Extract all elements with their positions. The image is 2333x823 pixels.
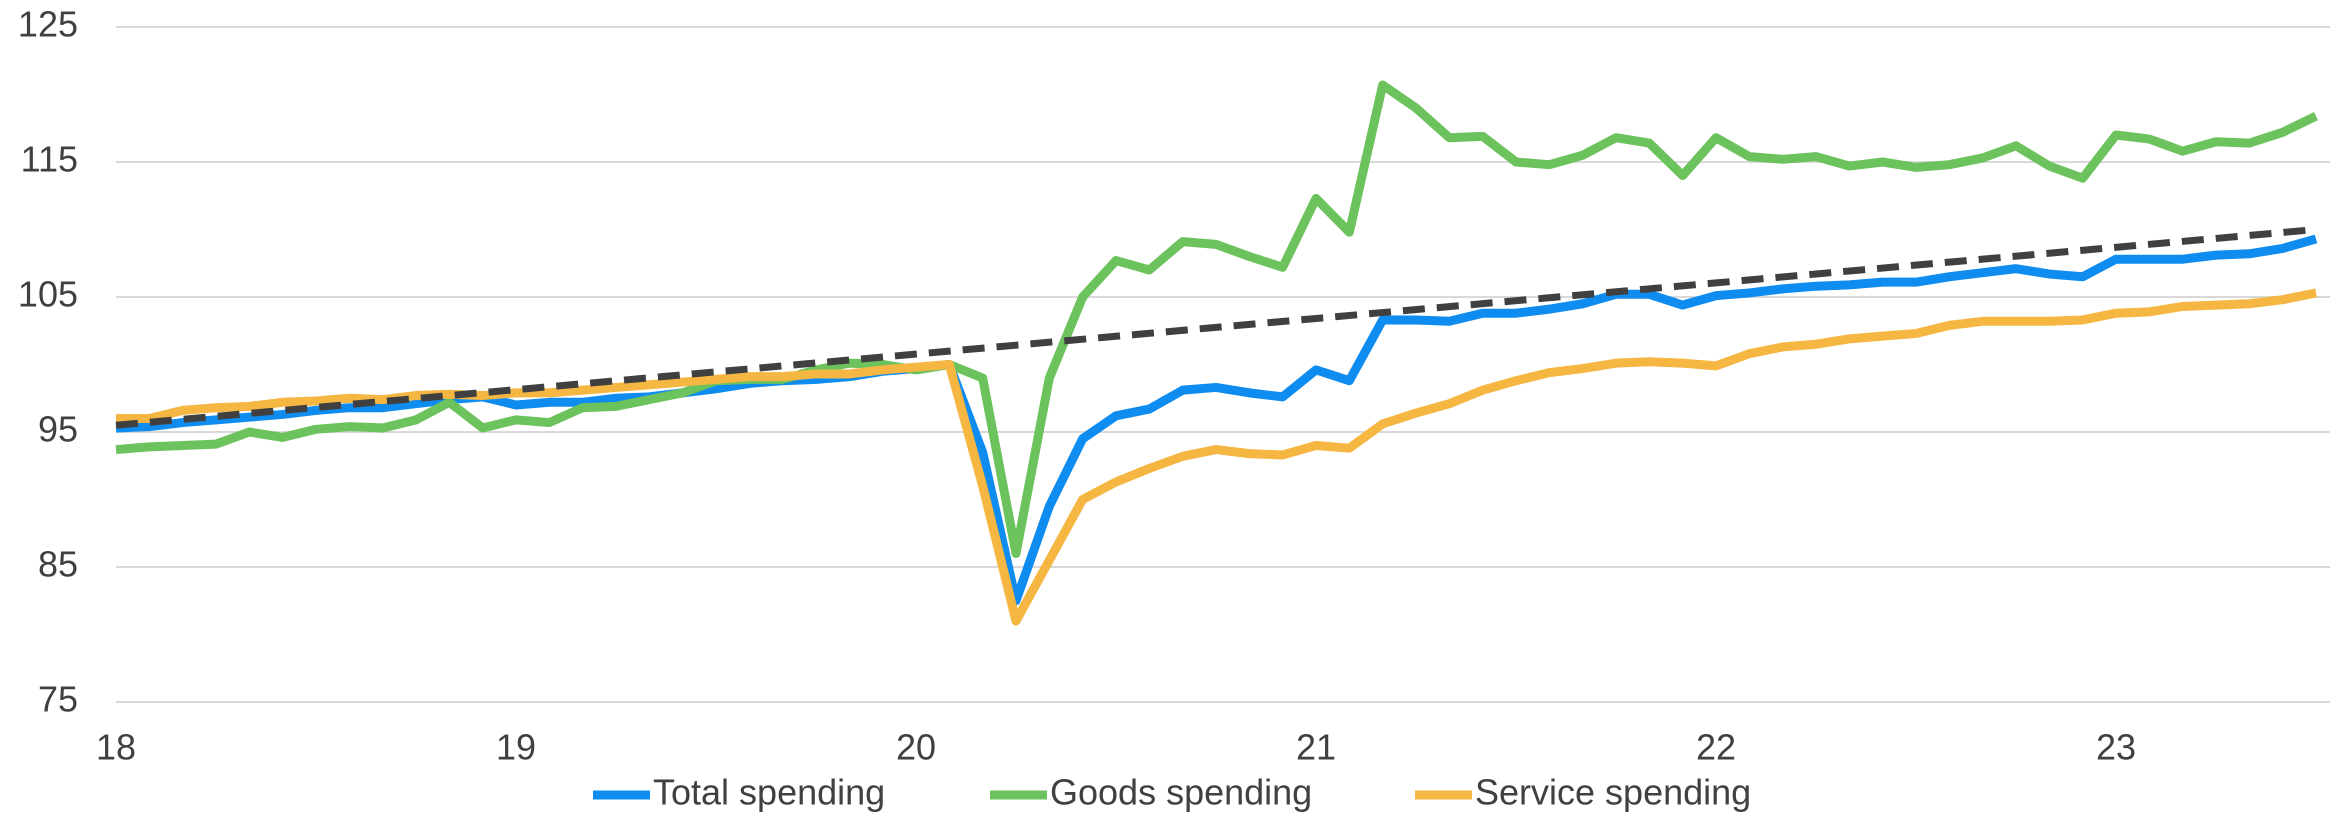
x-tick-label: 21 [1296,727,1336,768]
y-tick-label: 105 [18,274,78,315]
series-line [115,80,2318,558]
series-line [115,234,2318,606]
x-tick-label: 22 [1696,727,1736,768]
legend-label: Service spending [1475,772,1751,813]
y-tick-label: 125 [18,4,78,45]
x-tick-label: 19 [496,727,536,768]
x-tick-label: 20 [896,727,936,768]
series-line [116,288,2317,626]
y-tick-label: 95 [38,409,78,450]
legend-label: Goods spending [1050,772,1312,813]
trend-line [115,226,2317,429]
y-tick-label: 115 [21,139,78,180]
legend-label: Total spending [653,772,885,813]
y-tick-label: 75 [38,679,78,720]
x-tick-label: 23 [2096,727,2136,768]
x-tick-label: 18 [96,727,136,768]
y-tick-label: 85 [38,544,78,585]
